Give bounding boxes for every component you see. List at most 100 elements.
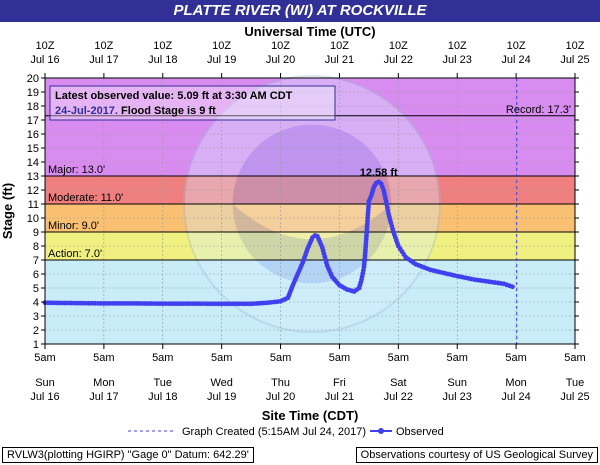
y-tick-label: 1 <box>33 339 39 351</box>
action-label: Action: 7.0' <box>48 248 102 260</box>
y-tick-label: 20 <box>27 73 39 85</box>
y-tick-label: 17 <box>27 115 39 127</box>
top-tick-time: 10Z <box>330 40 349 52</box>
top-tick-date: Jul 22 <box>384 54 413 66</box>
legend-created-label: Graph Created (5:15AM Jul 24, 2017) <box>182 426 366 438</box>
info-line-2: 24-Jul-2017. Flood Stage is 9 ft <box>55 105 216 117</box>
y-axis-title: Stage (ft) <box>0 183 15 239</box>
y-tick-label: 5 <box>33 283 39 295</box>
info-box-frame <box>49 85 336 121</box>
top-tick-date: Jul 19 <box>207 54 236 66</box>
x-tick-date: Jul 21 <box>325 391 354 403</box>
legend: Graph Created (5:15AM Jul 24, 2017) Obser… <box>128 426 444 438</box>
chart-title: PLATTE RIVER (WI) AT ROCKVILLE <box>0 0 600 22</box>
record-zone <box>45 78 575 176</box>
top-tick-time: 10Z <box>389 40 408 52</box>
x-tick-date: Jul 16 <box>30 391 59 403</box>
x-tick-time: 5am <box>211 352 232 364</box>
x-tick-date: Jul 19 <box>207 391 236 403</box>
y-tick-label: 6 <box>33 269 39 281</box>
y-tick-label: 19 <box>27 87 39 99</box>
info-date: 24-Jul-2017. <box>55 105 121 117</box>
x-tick-day: Sun <box>447 377 467 389</box>
y-tick-label: 2 <box>33 325 39 337</box>
axes: 12345678910111213141516171819205amSunJul… <box>0 24 590 423</box>
x-tick-day: Sat <box>390 377 407 389</box>
top-tick-time: 10Z <box>36 40 55 52</box>
top-tick-date: Jul 24 <box>501 54 530 66</box>
top-tick-date: Jul 18 <box>148 54 177 66</box>
observed-point <box>510 284 515 290</box>
x-tick-time: 5am <box>505 352 526 364</box>
observations-credit: Observations courtesy of US Geological S… <box>355 447 598 463</box>
x-tick-day: Mon <box>93 377 114 389</box>
x-tick-time: 5am <box>329 352 350 364</box>
top-tick-date: Jul 21 <box>325 54 354 66</box>
major-label: Major: 13.0' <box>48 164 105 176</box>
x-tick-date: Jul 22 <box>384 391 413 403</box>
top-tick-time: 10Z <box>271 40 290 52</box>
top-tick-time: 10Z <box>94 40 113 52</box>
top-tick-time: 10Z <box>507 40 526 52</box>
top-tick-date: Jul 23 <box>443 54 472 66</box>
y-tick-label: 15 <box>27 143 39 155</box>
datum-note: RVLW3(plotting HGIRP) "Gage 0" Datum: 64… <box>2 447 254 463</box>
top-tick-date: Jul 17 <box>89 54 118 66</box>
x-tick-day: Tue <box>154 377 173 389</box>
info-flood-stage: Flood Stage is 9 ft <box>121 105 216 117</box>
x-tick-date: Jul 25 <box>560 391 589 403</box>
x-tick-time: 5am <box>152 352 173 364</box>
x-tick-day: Thu <box>271 377 290 389</box>
top-tick-time: 10Z <box>448 40 467 52</box>
bottom-axis-title: Site Time (CDT) <box>262 408 359 423</box>
x-tick-time: 5am <box>34 352 55 364</box>
x-tick-date: Jul 18 <box>148 391 177 403</box>
y-tick-label: 10 <box>27 213 39 225</box>
moderate-label: Moderate: 11.0' <box>48 192 123 204</box>
hydrograph-chart: Record: 17.3' Major: 13.0' Moderate: 11.0'… <box>0 24 590 438</box>
x-tick-time: 5am <box>93 352 114 364</box>
minor-label: Minor: 9.0' <box>48 220 99 232</box>
top-tick-date: Jul 20 <box>266 54 295 66</box>
threshold-lines: Record: 17.3' Major: 13.0' Moderate: 11.0'… <box>45 78 575 344</box>
x-tick-time: 5am <box>447 352 468 364</box>
top-tick-time: 10Z <box>153 40 172 52</box>
y-tick-label: 3 <box>33 311 39 323</box>
y-tick-label: 18 <box>27 101 39 113</box>
top-tick-time: 10Z <box>566 40 585 52</box>
legend-observed-label: Observed <box>396 426 444 438</box>
observed-series: 12.58 ft <box>42 167 515 307</box>
info-box: Latest observed value: 5.09 ft at 3:30 A… <box>49 85 336 121</box>
y-tick-label: 14 <box>27 157 39 169</box>
peak-label: 12.58 ft <box>360 167 398 179</box>
x-tick-date: Jul 23 <box>443 391 472 403</box>
plot-frame <box>44 77 576 345</box>
y-tick-label: 9 <box>33 227 39 239</box>
top-tick-time: 10Z <box>212 40 231 52</box>
x-tick-date: Jul 24 <box>501 391 530 403</box>
info-line-1: Latest observed value: 5.09 ft at 3:30 A… <box>55 90 293 102</box>
x-tick-day: Tue <box>566 377 585 389</box>
y-tick-label: 4 <box>33 297 39 309</box>
x-tick-day: Fri <box>333 377 346 389</box>
y-tick-label: 12 <box>27 185 39 197</box>
x-tick-time: 5am <box>270 352 291 364</box>
top-tick-date: Jul 25 <box>560 54 589 66</box>
x-tick-day: Sun <box>35 377 55 389</box>
y-tick-label: 8 <box>33 241 39 253</box>
y-tick-label: 7 <box>33 255 39 267</box>
record-label: Record: 17.3' <box>506 104 571 116</box>
seal-wave-icon <box>232 204 392 240</box>
x-tick-time: 5am <box>388 352 409 364</box>
legend-observed-marker <box>378 428 384 434</box>
x-tick-date: Jul 17 <box>89 391 118 403</box>
top-axis-title: Universal Time (UTC) <box>244 24 375 39</box>
y-tick-label: 13 <box>27 171 39 183</box>
x-tick-day: Wed <box>210 377 232 389</box>
top-tick-date: Jul 16 <box>30 54 59 66</box>
footer: RVLW3(plotting HGIRP) "Gage 0" Datum: 64… <box>0 447 600 465</box>
y-tick-label: 11 <box>28 199 39 211</box>
y-tick-label: 16 <box>27 129 39 141</box>
x-tick-day: Mon <box>505 377 526 389</box>
x-tick-time: 5am <box>564 352 585 364</box>
